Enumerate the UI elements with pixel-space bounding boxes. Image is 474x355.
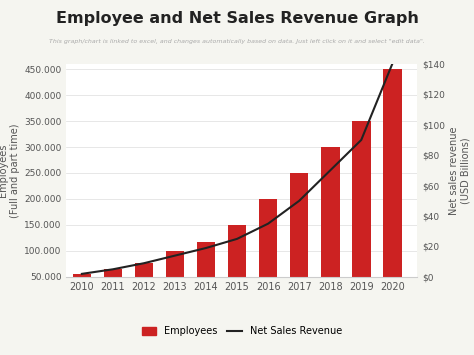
Bar: [104, 269, 122, 303]
Bar: [290, 173, 309, 303]
Bar: [383, 69, 401, 303]
Bar: [197, 242, 215, 303]
Y-axis label: Net sales revenue
(USD Billions): Net sales revenue (USD Billions): [449, 126, 471, 215]
Bar: [259, 199, 277, 303]
Text: Employee and Net Sales Revenue Graph: Employee and Net Sales Revenue Graph: [55, 11, 419, 26]
Bar: [352, 121, 371, 303]
Bar: [321, 147, 339, 303]
Bar: [228, 225, 246, 303]
Bar: [166, 251, 184, 303]
Legend: Employees, Net Sales Revenue: Employees, Net Sales Revenue: [138, 322, 346, 340]
Bar: [135, 263, 153, 303]
Text: This graph/chart is linked to excel, and changes automatically based on data. Ju: This graph/chart is linked to excel, and…: [49, 39, 425, 44]
Y-axis label: Employees
(Full and part time): Employees (Full and part time): [0, 123, 20, 218]
Bar: [73, 274, 91, 303]
